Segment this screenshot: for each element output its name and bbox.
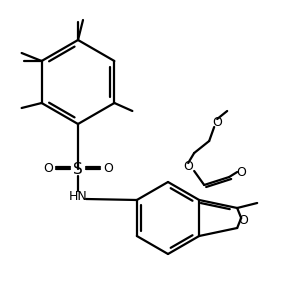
Text: O: O [212, 116, 222, 130]
Text: HN: HN [69, 190, 87, 202]
Text: O: O [238, 214, 248, 226]
Text: O: O [43, 163, 53, 176]
Text: S: S [73, 161, 83, 176]
Text: O: O [103, 163, 113, 176]
Text: O: O [183, 160, 193, 173]
Text: O: O [236, 166, 246, 178]
